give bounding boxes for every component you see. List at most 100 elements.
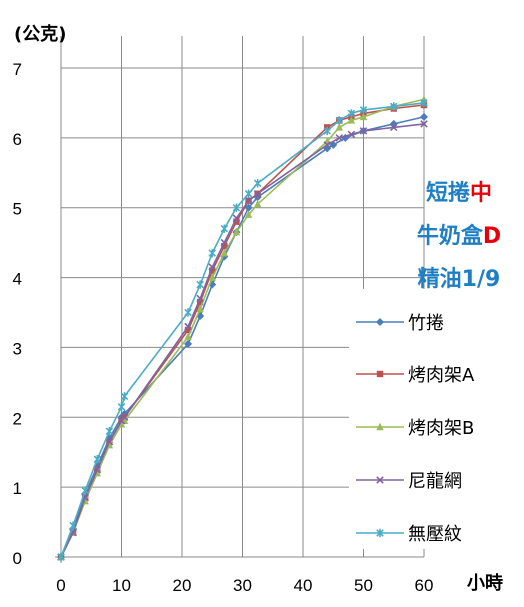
data-point	[209, 267, 216, 274]
legend-label: 烤肉架A	[408, 365, 475, 386]
legend-entry: 尼龍網	[356, 471, 462, 492]
data-point	[323, 141, 331, 149]
data-point	[232, 214, 241, 222]
x-tick-label: 30	[233, 576, 252, 595]
data-point	[347, 109, 356, 118]
data-point	[420, 112, 428, 121]
annotation-segment: D	[483, 224, 501, 249]
data-point	[105, 427, 114, 436]
data-point	[93, 465, 102, 474]
legend-swatch-marker	[376, 422, 384, 431]
data-point	[359, 112, 368, 121]
data-point	[196, 280, 204, 289]
data-point	[196, 298, 204, 306]
y-tick-label: 4	[13, 270, 22, 289]
legend-entry: 烤肉架B	[356, 418, 474, 439]
annotation-line: 短捲中	[426, 180, 492, 206]
y-tick-label: 2	[13, 409, 22, 428]
x-tick-label: 60	[415, 576, 434, 595]
data-point	[347, 130, 356, 139]
data-point	[220, 238, 229, 247]
data-point	[184, 332, 192, 341]
y-tick-label: 0	[13, 549, 22, 568]
legend-box	[349, 289, 499, 549]
data-point	[233, 218, 240, 225]
data-point	[184, 308, 192, 317]
data-point	[220, 224, 229, 233]
annotation-segment: 中	[470, 181, 492, 206]
series-line	[60, 123, 425, 558]
data-point	[244, 196, 253, 205]
legend-label: 無壓紋	[408, 524, 462, 545]
series-5	[57, 98, 428, 562]
data-point	[184, 322, 192, 331]
x-tick-label: 10	[112, 576, 131, 595]
y-tick-label: 1	[13, 479, 22, 498]
legend-entry: 竹捲	[356, 313, 444, 334]
data-point	[244, 189, 253, 198]
data-point	[232, 203, 241, 212]
data-point	[253, 200, 262, 208]
annotation-segment: 牛奶盒	[417, 223, 484, 249]
x-tick-label: 0	[56, 576, 65, 595]
legend-entry: 無壓紋	[356, 524, 462, 545]
x-tick-label: 40	[294, 576, 313, 595]
data-point	[389, 102, 398, 111]
data-point	[220, 248, 229, 257]
data-point	[208, 263, 217, 271]
data-point	[105, 437, 114, 446]
data-point	[81, 486, 89, 495]
annotation-line: 牛奶盒D	[417, 223, 501, 249]
legend-swatch-marker	[376, 318, 384, 326]
data-point	[208, 273, 216, 281]
x-tick-label: 50	[354, 576, 373, 595]
data-point	[335, 116, 344, 125]
data-point	[253, 189, 262, 198]
legend-label: 烤肉架B	[408, 418, 474, 439]
data-point	[232, 227, 241, 236]
data-point	[208, 248, 217, 258]
data-point	[120, 413, 129, 422]
data-point	[359, 127, 368, 135]
data-point	[120, 392, 129, 401]
data-point	[221, 242, 228, 250]
legend-swatch-marker	[376, 528, 384, 538]
x-tick-label: 20	[173, 576, 192, 595]
data-point	[184, 326, 192, 334]
data-point	[184, 339, 193, 348]
y-tick-label: 7	[13, 60, 22, 79]
series-group	[57, 95, 428, 562]
annotation-segment: 精油1/9	[418, 266, 501, 292]
legend-swatch-marker	[376, 370, 384, 378]
y-tick-label: 6	[13, 130, 22, 149]
y-axis-label: (公克)	[14, 23, 66, 45]
data-point	[117, 402, 126, 412]
data-point	[196, 304, 204, 313]
axes	[55, 36, 424, 563]
data-point	[244, 210, 253, 218]
data-point	[253, 179, 262, 188]
y-tick-label: 5	[13, 200, 22, 219]
legend-label: 尼龍網	[408, 471, 462, 492]
legend-swatch-marker	[376, 476, 384, 484]
data-point	[69, 521, 77, 530]
data-point	[420, 120, 428, 128]
data-point	[57, 552, 65, 562]
data-point	[389, 123, 398, 132]
data-point	[196, 294, 204, 303]
data-point	[335, 134, 344, 142]
data-point	[347, 116, 356, 124]
legend-entry: 烤肉架A	[356, 365, 475, 386]
data-point	[335, 123, 343, 131]
annotation-segment: 短捲	[426, 180, 471, 206]
grid-lines	[61, 36, 425, 557]
legend-label: 竹捲	[408, 313, 444, 334]
x-axis-label: 小時	[467, 573, 503, 594]
tick-labels: 0 1 2 3 4 5 6 7 0 10 20 30 40 50 60	[13, 60, 434, 595]
y-tick-label: 3	[13, 339, 22, 358]
data-point	[93, 455, 102, 464]
annotation-line: 精油1/9	[418, 266, 501, 292]
data-point	[420, 98, 428, 108]
